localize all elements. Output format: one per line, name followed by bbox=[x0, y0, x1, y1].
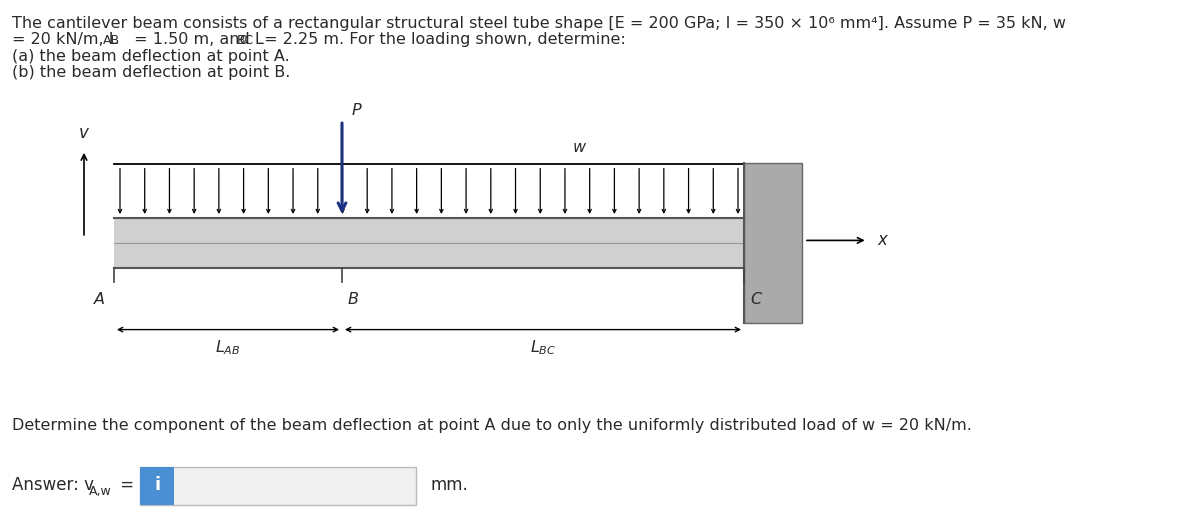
Text: v: v bbox=[79, 124, 89, 142]
Text: Determine the component of the beam deflection at point A due to only the unifor: Determine the component of the beam defl… bbox=[12, 418, 972, 433]
Text: $L_{AB}$: $L_{AB}$ bbox=[215, 338, 241, 357]
Text: The cantilever beam consists of a rectangular structural steel tube shape [E = 2: The cantilever beam consists of a rectan… bbox=[12, 16, 1066, 31]
Text: i: i bbox=[154, 476, 161, 494]
Text: = 2.25 m. For the loading shown, determine:: = 2.25 m. For the loading shown, determi… bbox=[259, 32, 625, 47]
Bar bbox=[744, 163, 802, 323]
Text: = 20 kN/m, L: = 20 kN/m, L bbox=[12, 32, 118, 47]
Text: (a) the beam deflection at point A.: (a) the beam deflection at point A. bbox=[12, 49, 289, 64]
Bar bbox=[114, 218, 744, 268]
Text: (b) the beam deflection at point ​B.: (b) the beam deflection at point ​B. bbox=[12, 65, 290, 80]
Text: AB: AB bbox=[103, 34, 120, 47]
Text: w: w bbox=[572, 140, 586, 155]
Text: P: P bbox=[352, 102, 361, 118]
Text: A: A bbox=[94, 292, 104, 308]
Text: B: B bbox=[348, 292, 359, 308]
Text: Answer: v: Answer: v bbox=[12, 476, 94, 494]
Text: BC: BC bbox=[236, 34, 254, 47]
Text: = 1.50 m, and L: = 1.50 m, and L bbox=[128, 32, 264, 47]
Text: mm.: mm. bbox=[431, 476, 468, 494]
Text: x: x bbox=[877, 232, 887, 249]
Text: =: = bbox=[115, 476, 134, 494]
Text: C: C bbox=[750, 292, 761, 308]
Text: $L_{BC}$: $L_{BC}$ bbox=[530, 338, 556, 357]
Text: A,w: A,w bbox=[89, 484, 112, 498]
